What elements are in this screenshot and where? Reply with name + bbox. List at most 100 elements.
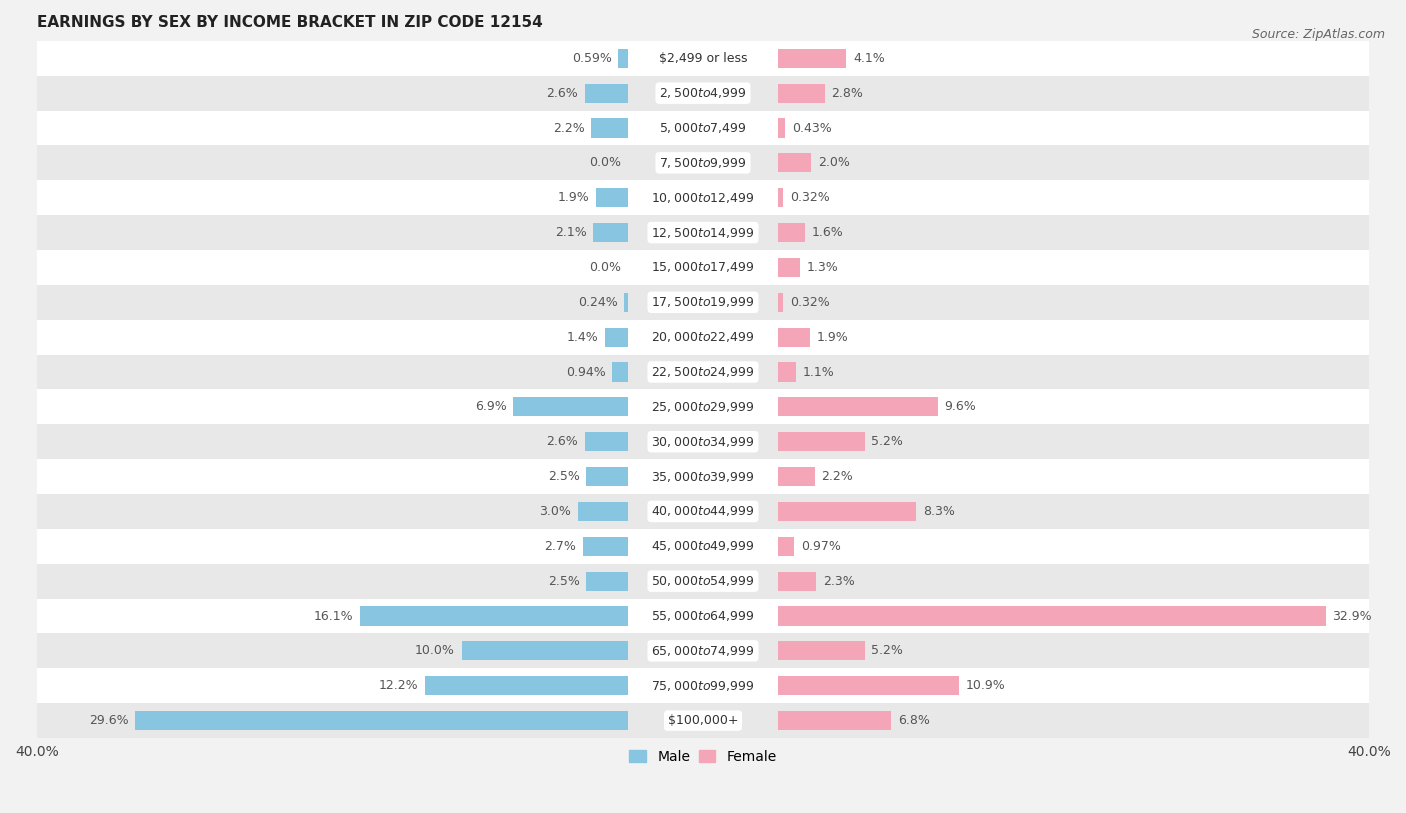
Text: $100,000+: $100,000+ [668,714,738,727]
Text: 2.0%: 2.0% [818,156,849,169]
Text: 2.6%: 2.6% [547,435,578,448]
Text: 32.9%: 32.9% [1333,610,1372,623]
Bar [596,188,628,207]
Bar [37,320,1369,354]
Text: 2.2%: 2.2% [553,121,585,134]
Text: 1.4%: 1.4% [567,331,598,344]
Text: $20,000 to $22,499: $20,000 to $22,499 [651,330,755,344]
Bar [778,223,804,242]
Text: 1.3%: 1.3% [806,261,838,274]
Text: 10.0%: 10.0% [415,645,456,658]
Bar [619,49,628,68]
Text: 2.5%: 2.5% [548,470,579,483]
Bar [778,711,891,730]
Text: Source: ZipAtlas.com: Source: ZipAtlas.com [1251,28,1385,41]
Bar [37,459,1369,494]
Bar [624,293,628,312]
Bar [778,572,817,591]
Bar [778,398,938,416]
Text: $45,000 to $49,999: $45,000 to $49,999 [651,539,755,554]
Bar [360,606,628,625]
Text: 4.1%: 4.1% [853,52,884,65]
Bar [778,84,824,102]
Bar [778,606,1326,625]
Bar [37,529,1369,563]
Text: 12.2%: 12.2% [378,679,418,692]
Bar [605,328,628,346]
Text: 2.7%: 2.7% [544,540,576,553]
Text: 5.2%: 5.2% [872,645,903,658]
Bar [37,598,1369,633]
Bar [583,537,628,556]
Bar [461,641,628,660]
Text: 0.24%: 0.24% [578,296,617,309]
Text: 10.9%: 10.9% [966,679,1005,692]
Text: 2.8%: 2.8% [831,87,863,100]
Bar [586,572,628,591]
Text: 8.3%: 8.3% [922,505,955,518]
Text: $2,500 to $4,999: $2,500 to $4,999 [659,86,747,100]
Text: $50,000 to $54,999: $50,000 to $54,999 [651,574,755,588]
Bar [578,502,628,521]
Bar [778,293,783,312]
Text: $15,000 to $17,499: $15,000 to $17,499 [651,260,755,275]
Text: $75,000 to $99,999: $75,000 to $99,999 [651,679,755,693]
Text: 2.6%: 2.6% [547,87,578,100]
Text: $7,500 to $9,999: $7,500 to $9,999 [659,156,747,170]
Text: $55,000 to $64,999: $55,000 to $64,999 [651,609,755,623]
Text: 6.9%: 6.9% [475,400,506,413]
Bar [585,84,628,102]
Bar [592,119,628,137]
Bar [778,433,865,451]
Bar [778,467,814,486]
Text: 2.3%: 2.3% [823,575,855,588]
Text: 5.2%: 5.2% [872,435,903,448]
Bar [37,250,1369,285]
Text: 0.94%: 0.94% [567,366,606,379]
Bar [37,633,1369,668]
Text: 3.0%: 3.0% [540,505,571,518]
Text: $5,000 to $7,499: $5,000 to $7,499 [659,121,747,135]
Bar [778,154,811,172]
Text: 1.1%: 1.1% [803,366,835,379]
Text: 2.2%: 2.2% [821,470,853,483]
Text: 29.6%: 29.6% [89,714,128,727]
Text: $25,000 to $29,999: $25,000 to $29,999 [651,400,755,414]
Bar [37,494,1369,529]
Text: $2,499 or less: $2,499 or less [659,52,747,65]
Text: 0.0%: 0.0% [589,261,621,274]
Text: 16.1%: 16.1% [314,610,353,623]
Text: $30,000 to $34,999: $30,000 to $34,999 [651,435,755,449]
Bar [37,354,1369,389]
Text: 2.5%: 2.5% [548,575,579,588]
Bar [37,389,1369,424]
Bar [778,49,846,68]
Bar [37,111,1369,146]
Bar [425,676,628,695]
Text: $22,500 to $24,999: $22,500 to $24,999 [651,365,755,379]
Text: $35,000 to $39,999: $35,000 to $39,999 [651,470,755,484]
Text: 2.1%: 2.1% [555,226,586,239]
Bar [778,188,783,207]
Bar [778,119,785,137]
Text: 1.9%: 1.9% [558,191,589,204]
Bar [778,502,917,521]
Legend: Male, Female: Male, Female [624,744,782,769]
Bar [778,641,865,660]
Text: $10,000 to $12,499: $10,000 to $12,499 [651,191,755,205]
Text: $12,500 to $14,999: $12,500 to $14,999 [651,225,755,240]
Bar [778,328,810,346]
Bar [778,363,796,381]
Bar [778,258,800,277]
Text: 9.6%: 9.6% [945,400,976,413]
Bar [37,668,1369,703]
Bar [37,76,1369,111]
Bar [135,711,628,730]
Bar [37,215,1369,250]
Bar [37,180,1369,215]
Bar [613,363,628,381]
Bar [778,676,959,695]
Text: $17,500 to $19,999: $17,500 to $19,999 [651,295,755,309]
Text: 1.9%: 1.9% [817,331,848,344]
Text: $65,000 to $74,999: $65,000 to $74,999 [651,644,755,658]
